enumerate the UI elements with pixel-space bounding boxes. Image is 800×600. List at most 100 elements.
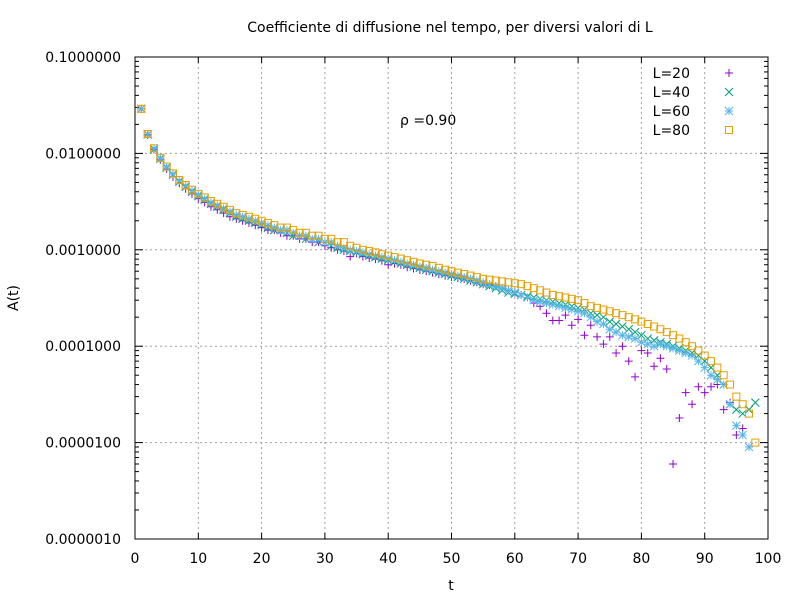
data-point xyxy=(181,181,190,191)
data-point xyxy=(301,228,310,237)
data-point xyxy=(624,332,634,342)
data-point xyxy=(441,265,450,274)
x-tick-label: 10 xyxy=(189,551,207,567)
data-point xyxy=(377,250,386,259)
legend-marker xyxy=(725,126,733,134)
x-tick-label: 50 xyxy=(443,551,461,567)
data-point xyxy=(555,316,564,325)
data-point xyxy=(694,346,703,355)
y-tick-label: 0.0000010 xyxy=(45,532,121,548)
data-point xyxy=(599,340,608,349)
data-point xyxy=(529,284,538,293)
data-point xyxy=(738,430,748,440)
data-point xyxy=(586,312,596,322)
data-point xyxy=(200,194,209,203)
data-point xyxy=(213,199,222,208)
data-point xyxy=(232,209,241,218)
data-point xyxy=(371,248,380,257)
data-point xyxy=(574,296,583,305)
data-point xyxy=(706,370,716,380)
data-point xyxy=(611,319,621,329)
series-l-60 xyxy=(136,104,754,452)
legend-label: L=40 xyxy=(653,85,690,101)
data-point xyxy=(383,254,393,263)
data-point xyxy=(143,129,152,138)
data-point xyxy=(536,286,545,295)
x-tick-label: 40 xyxy=(379,551,397,567)
data-point xyxy=(193,190,203,200)
data-point xyxy=(725,399,735,409)
series-l-80 xyxy=(137,104,760,447)
data-point xyxy=(136,104,146,114)
data-point xyxy=(593,303,602,312)
data-point xyxy=(523,293,532,302)
y-tick-label: 0.0100000 xyxy=(45,146,121,162)
data-point xyxy=(612,349,621,358)
x-tick-label: 30 xyxy=(316,551,334,567)
data-point xyxy=(377,252,387,262)
data-point xyxy=(415,259,424,268)
data-point xyxy=(251,214,260,223)
data-point xyxy=(707,382,716,391)
legend-marker xyxy=(725,69,733,77)
legend-marker xyxy=(724,106,734,116)
data-point xyxy=(567,305,577,314)
data-point xyxy=(713,375,722,384)
data-point xyxy=(573,306,583,316)
data-point xyxy=(605,307,614,316)
data-point xyxy=(668,343,678,353)
legend-label: L=60 xyxy=(653,104,690,120)
data-point xyxy=(719,371,728,380)
data-point xyxy=(295,228,304,237)
data-point xyxy=(567,294,576,303)
data-point xyxy=(149,144,159,154)
data-point xyxy=(732,392,741,401)
data-point xyxy=(612,309,621,318)
legend-label: L=20 xyxy=(653,66,690,82)
data-point xyxy=(542,298,551,308)
x-tick-label: 90 xyxy=(696,551,714,567)
data-point xyxy=(384,251,393,260)
data-point xyxy=(301,231,311,241)
data-point xyxy=(593,332,602,341)
data-point xyxy=(548,300,558,309)
data-point xyxy=(517,280,526,289)
data-point xyxy=(219,203,228,213)
y-axis-label: A(t) xyxy=(6,285,22,311)
data-point xyxy=(422,260,431,269)
data-point xyxy=(485,275,494,284)
data-point xyxy=(574,315,583,324)
data-point xyxy=(187,186,197,196)
data-point xyxy=(643,319,652,328)
data-point xyxy=(605,324,615,334)
data-point xyxy=(719,405,728,414)
data-point xyxy=(289,226,298,235)
data-point xyxy=(409,260,418,270)
data-point xyxy=(333,238,342,247)
data-point xyxy=(295,231,304,241)
data-point xyxy=(453,268,462,277)
data-point xyxy=(618,311,627,320)
data-point xyxy=(656,354,665,363)
data-point xyxy=(618,322,627,331)
data-point xyxy=(263,220,273,230)
data-point xyxy=(731,421,741,430)
data-point xyxy=(168,169,178,179)
data-point xyxy=(257,216,266,225)
data-point xyxy=(358,245,367,254)
data-point xyxy=(174,176,184,186)
data-point xyxy=(523,282,532,291)
data-point xyxy=(738,400,747,409)
data-point xyxy=(599,305,608,314)
data-point xyxy=(586,302,595,311)
data-point xyxy=(605,332,614,341)
data-point xyxy=(687,351,697,360)
data-point xyxy=(618,330,627,340)
points-layer xyxy=(136,104,760,468)
data-point xyxy=(656,325,665,334)
data-point xyxy=(542,309,551,318)
y-tick-label: 0.0001000 xyxy=(45,339,121,355)
data-point xyxy=(460,270,469,279)
data-point xyxy=(162,162,172,172)
data-point xyxy=(630,327,640,337)
